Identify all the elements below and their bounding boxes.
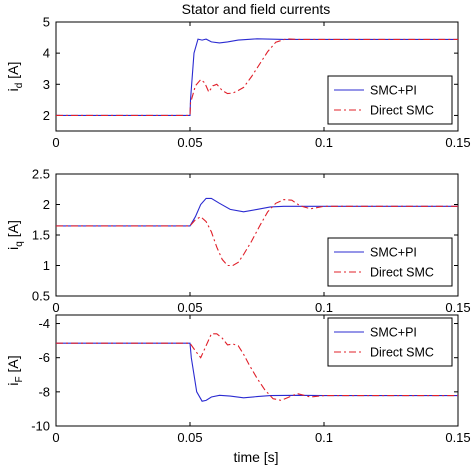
legend-label: Direct SMC [370, 104, 434, 118]
y-tick-label: 4 [43, 46, 50, 61]
legend-label: Direct SMC [370, 266, 434, 280]
y-tick-label: 2.5 [32, 167, 50, 182]
series-line-smc-pi [56, 197, 458, 227]
legend: SMC+PI Direct SMC [327, 237, 453, 287]
subplot-1: 0 0.05 0.1 0.15 2 3 4 5 id [A] SMC+PI Direct SMC [5, 15, 471, 151]
legend-label: SMC+PI [370, 84, 417, 98]
y-tick-label: 5 [43, 15, 50, 30]
legend-box [327, 237, 453, 287]
legend-box [327, 317, 453, 367]
y-tick-label: -6 [38, 350, 50, 365]
y-tick-label: 1 [43, 258, 50, 273]
series-line-direct-smc [56, 333, 458, 401]
subplot-2: 0 0.05 0.1 0.15 0.5 1 1.5 2 2.5 iq [A] SMC+PI Direc… [5, 167, 471, 316]
legend: SMC+PI Direct SMC [327, 317, 453, 367]
y-tick-label: 2 [43, 108, 50, 123]
x-tick-label: 0.15 [445, 300, 470, 315]
figure-title: Stator and field currents [182, 1, 331, 17]
y-tick-label: -10 [31, 419, 50, 434]
series-line-direct-smc [56, 38, 458, 116]
y-tick-label: 1.5 [32, 228, 50, 243]
x-tick-label: 0.1 [315, 300, 333, 315]
y-tick-label: -8 [38, 384, 50, 399]
legend-box [327, 75, 453, 125]
x-tick-label: 0.05 [177, 430, 202, 445]
x-tick-label: 0.15 [445, 135, 470, 150]
y-axis-label: id [A] [5, 62, 25, 92]
x-tick-label: 0.05 [177, 135, 202, 150]
x-tick-label: 0 [52, 135, 59, 150]
series-line-direct-smc [56, 199, 458, 267]
x-tick-label: 0.1 [315, 135, 333, 150]
legend-label: SMC+PI [370, 246, 417, 260]
legend-label: Direct SMC [370, 346, 434, 360]
x-tick-label: 0 [52, 430, 59, 445]
y-axis-label: iq [A] [5, 220, 25, 250]
series-line-smc-pi [56, 342, 458, 402]
subplot-3: 0 0.05 0.1 0.15 -10 -8 -6 -4 iF [A] SMC+PI Direct … [5, 314, 471, 445]
x-axis-label: time [s] [233, 449, 278, 465]
x-tick-label: 0.1 [315, 430, 333, 445]
x-tick-label: 0.05 [177, 300, 202, 315]
legend-label: SMC+PI [370, 326, 417, 340]
x-tick-label: 0 [52, 300, 59, 315]
y-tick-label: 2 [43, 197, 50, 212]
y-tick-label: -4 [38, 316, 50, 331]
y-tick-label: 0.5 [32, 289, 50, 304]
y-tick-label: 3 [43, 77, 50, 92]
y-axis-label: iF [A] [5, 355, 25, 385]
x-tick-label: 0.15 [445, 430, 470, 445]
legend: SMC+PI Direct SMC [327, 75, 453, 125]
